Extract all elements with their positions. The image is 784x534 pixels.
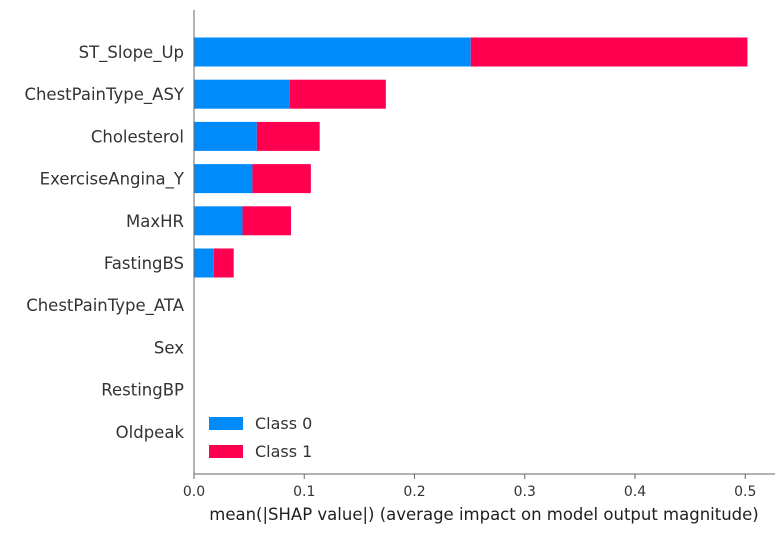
x-tick-label: 0.4	[624, 484, 646, 500]
x-tick-label: 0.1	[293, 484, 315, 500]
x-axis-title: mean(|SHAP value|) (average impact on mo…	[209, 505, 759, 524]
legend-swatch-class-0	[209, 417, 243, 430]
x-tick-label: 0.5	[734, 484, 756, 500]
legend-swatch-class-1	[209, 445, 243, 458]
feature-label: ST_Slope_Up	[79, 43, 184, 63]
feature-label: Cholesterol	[91, 127, 184, 146]
feature-label: FastingBS	[104, 254, 184, 273]
bar-class-0	[194, 79, 290, 109]
bar-class-0	[194, 248, 214, 278]
bar-class-0	[194, 206, 243, 236]
bar-class-1	[289, 79, 386, 109]
bar-class-1	[213, 248, 234, 278]
legend-label-class-0: Class 0	[255, 414, 312, 433]
feature-label: Oldpeak	[116, 423, 185, 442]
feature-label: ExerciseAngina_Y	[40, 170, 185, 190]
bars-layer	[194, 37, 748, 278]
feature-label: Sex	[154, 338, 184, 357]
feature-label: ChestPainType_ASY	[24, 85, 184, 105]
feature-label: ChestPainType_ATA	[26, 296, 185, 316]
bar-class-1	[256, 121, 320, 151]
bar-class-0	[194, 121, 257, 151]
feature-label: MaxHR	[126, 212, 184, 231]
feature-labels-layer: ST_Slope_Up ChestPainType_ASY Cholesterol E…	[24, 43, 184, 442]
x-tick-label: 0.3	[514, 484, 536, 500]
bar-class-0	[194, 37, 471, 67]
x-ticks-layer: 0.0 0.1 0.2 0.3 0.4 0.5	[183, 474, 756, 500]
legend: Class 0 Class 1	[209, 414, 312, 461]
legend-label-class-1: Class 1	[255, 442, 312, 461]
bar-class-1	[252, 164, 311, 194]
bar-class-0	[194, 164, 253, 194]
x-tick-label: 0.2	[403, 484, 425, 500]
bar-class-1	[470, 37, 748, 67]
x-tick-label: 0.0	[183, 484, 205, 500]
feature-label: RestingBP	[101, 381, 184, 400]
bar-class-1	[242, 206, 292, 236]
